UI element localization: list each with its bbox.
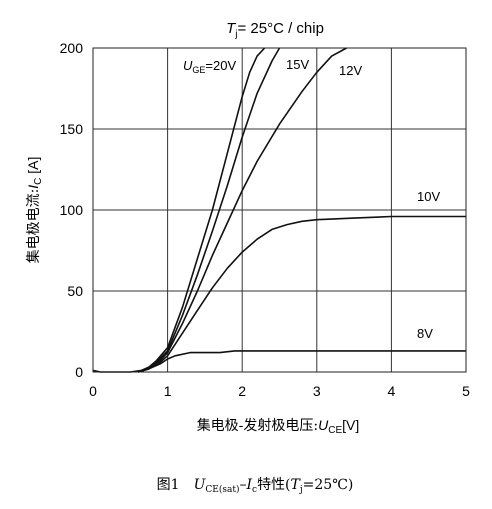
grid — [93, 48, 466, 372]
x-tick-label: 0 — [89, 383, 97, 399]
x-tick-label: 1 — [164, 383, 172, 399]
y-tick-label: 100 — [60, 202, 84, 218]
y-tick-label: 150 — [60, 121, 84, 137]
y-axis-label: 集电极电流:IC [A] — [25, 157, 44, 264]
figure-caption: 图1 UCE(sat)–Ic特性(Tj=25℃) — [157, 477, 354, 495]
y-tick-label: 200 — [60, 40, 84, 56]
x-axis-label: 集电极-发射极电压:UCE[V] — [197, 417, 360, 436]
series-line-12v — [137, 47, 347, 373]
series-label-20v: UGE=20V — [183, 58, 236, 75]
y-tick-label: 50 — [67, 283, 83, 299]
series-line-8v — [137, 350, 466, 373]
y-tick-label: 0 — [75, 364, 83, 380]
series-line-10v — [137, 215, 466, 373]
x-tick-label: 5 — [462, 383, 470, 399]
series-label-15v: 15V — [286, 57, 309, 72]
series-label-10v: 10V — [417, 189, 440, 204]
x-tick-label: 2 — [238, 383, 246, 399]
x-tick-label: 4 — [388, 383, 396, 399]
x-tick-label: 3 — [313, 383, 321, 399]
series-label-12v: 12V — [339, 63, 362, 78]
chart-title: Tj= 25°C / chip — [226, 20, 324, 40]
plot-area — [92, 47, 466, 373]
plot-frame — [92, 47, 467, 373]
series-label-8v: 8V — [417, 326, 433, 341]
series-line-uge20v — [92, 47, 266, 373]
